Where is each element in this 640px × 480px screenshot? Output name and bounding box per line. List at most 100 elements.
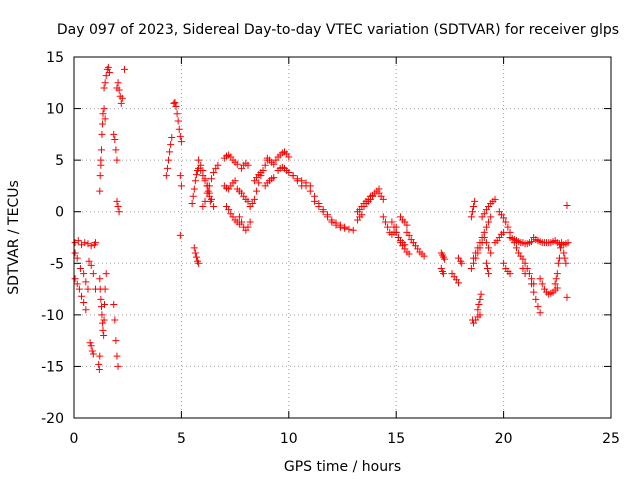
data-point — [99, 319, 107, 327]
series-arc11 — [110, 301, 122, 370]
data-point — [113, 156, 121, 164]
data-point — [306, 187, 314, 195]
series-arc53 — [454, 254, 466, 267]
series-arc65 — [506, 234, 536, 248]
data-point — [195, 156, 203, 164]
data-point — [358, 211, 366, 219]
data-point — [101, 301, 109, 309]
data-point — [458, 259, 466, 267]
data-point — [99, 110, 107, 118]
series-arc74 — [563, 293, 571, 301]
data-point — [521, 259, 529, 267]
series-arc61 — [482, 259, 493, 278]
series-arc44 — [375, 189, 387, 203]
data-point — [115, 208, 123, 216]
data-point — [176, 172, 184, 180]
series-arc40 — [336, 223, 357, 234]
plot-frame — [73, 56, 612, 419]
data-point — [441, 255, 449, 263]
data-point — [203, 182, 211, 190]
data-point — [323, 213, 331, 221]
data-point — [114, 362, 122, 370]
data-point — [98, 130, 106, 138]
series-arc30 — [238, 159, 252, 172]
series-arc66 — [510, 239, 538, 288]
data-point — [177, 182, 185, 190]
series-arc02 — [71, 249, 92, 293]
data-point — [102, 270, 110, 278]
data-point — [437, 264, 445, 272]
data-point — [210, 169, 218, 177]
data-point — [168, 133, 176, 141]
series-arc69 — [530, 234, 559, 247]
series-arc28 — [233, 185, 252, 205]
series-arc08 — [100, 63, 113, 92]
series-arc29 — [235, 213, 254, 234]
y-tick-label: 5 — [55, 153, 64, 169]
data-point — [470, 203, 478, 211]
data-point — [538, 280, 546, 288]
data-point — [485, 218, 493, 226]
data-point — [172, 103, 180, 111]
data-point — [315, 203, 323, 211]
data-point — [253, 187, 261, 195]
series-arc16 — [162, 133, 176, 180]
data-point — [175, 125, 183, 133]
x-tick-label: 5 — [177, 431, 186, 447]
data-point — [112, 146, 120, 154]
data-point — [101, 79, 109, 87]
y-tick-label: -10 — [41, 308, 64, 324]
y-tick-label: -20 — [41, 411, 64, 427]
data-point — [210, 203, 218, 211]
series-arc70 — [536, 275, 561, 298]
data-point — [111, 316, 119, 324]
data-point — [553, 270, 561, 278]
data-point — [166, 148, 174, 156]
data-point — [563, 202, 571, 210]
data-point — [235, 213, 243, 221]
data-point — [467, 213, 475, 221]
data-point — [250, 195, 258, 203]
data-point — [405, 231, 413, 239]
data-point — [554, 259, 562, 267]
data-point — [485, 244, 493, 252]
data-point — [81, 239, 89, 247]
data-point — [244, 161, 252, 169]
data-point — [468, 208, 476, 216]
data-point — [207, 175, 215, 183]
data-point — [96, 172, 104, 180]
x-tick-label: 10 — [280, 431, 298, 447]
series-arc42 — [360, 185, 383, 211]
data-point — [171, 98, 179, 106]
x-tick-label: 15 — [387, 431, 405, 447]
data-point — [510, 239, 518, 247]
series-arc19 — [176, 231, 184, 239]
data-point — [270, 174, 278, 182]
data-point — [471, 197, 479, 205]
series-arc33 — [261, 174, 278, 190]
data-point — [319, 208, 327, 216]
data-point — [80, 298, 88, 306]
data-point — [111, 136, 119, 144]
data-point — [519, 264, 527, 272]
data-point — [97, 146, 105, 154]
data-point — [114, 79, 122, 87]
data-point — [110, 130, 118, 138]
data-point — [562, 259, 570, 267]
series-arc01 — [71, 237, 99, 250]
data-point — [384, 223, 392, 231]
data-point — [113, 197, 121, 205]
x-tick-label: 0 — [70, 431, 79, 447]
series-arc43 — [354, 211, 366, 224]
series-arc25 — [220, 151, 241, 168]
series-arc47 — [392, 228, 413, 258]
data-point — [341, 224, 349, 232]
data-point — [174, 117, 182, 125]
data-point — [85, 257, 93, 265]
series-arc35 — [272, 148, 293, 164]
series-arc50 — [437, 249, 449, 263]
data-point — [89, 270, 97, 278]
data-point — [392, 228, 400, 236]
data-point — [190, 244, 198, 252]
